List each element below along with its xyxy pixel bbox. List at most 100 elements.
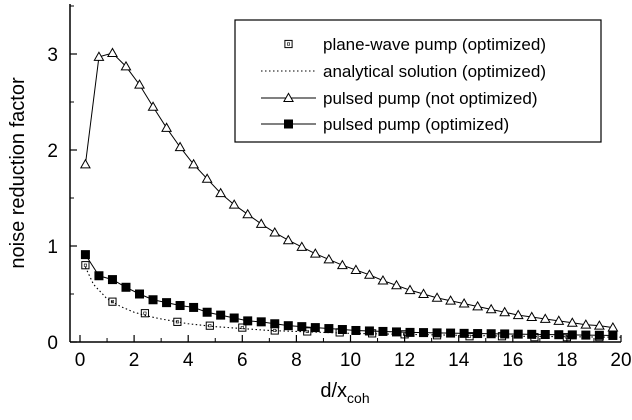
- legend-marker-1: [284, 39, 293, 49]
- y-tick-label: 2: [47, 141, 58, 162]
- x-tick-label: 10: [340, 350, 361, 371]
- series-3-point: [309, 248, 321, 258]
- series-1-point: [205, 321, 214, 330]
- series-4-point: [391, 327, 401, 337]
- series-3-point: [350, 264, 362, 274]
- x-tick-label: 16: [502, 350, 523, 371]
- series-4-point: [554, 330, 564, 340]
- series-3-point: [255, 218, 267, 228]
- legend-label-3: pulsed pump (not optimized): [323, 89, 538, 108]
- series-3-line: [84, 52, 613, 329]
- series-4-point: [500, 329, 510, 339]
- legend-marker-4: [284, 119, 293, 129]
- series-1-point-inner: [110, 300, 114, 304]
- series-4-point: [107, 275, 117, 285]
- series-3-point: [458, 297, 470, 308]
- series-4-point: [94, 271, 104, 281]
- series-3-point: [580, 319, 592, 329]
- legend-label-2: analytical solution (optimized): [323, 62, 546, 81]
- series-3-point: [188, 158, 200, 169]
- series-3-point: [93, 51, 105, 61]
- legend-marker-3: [283, 92, 294, 102]
- series-3-point: [323, 253, 335, 264]
- series-1-point: [140, 309, 150, 318]
- series-3-point: [120, 60, 132, 71]
- series-4-point: [135, 289, 145, 299]
- series-3-point: [472, 300, 484, 311]
- legend-label-4: pulsed pump (optimized): [323, 115, 509, 134]
- series-4-point: [446, 328, 456, 338]
- series-3-point: [336, 259, 348, 270]
- x-tick-label: 12: [394, 350, 415, 371]
- series-4-point: [243, 316, 253, 326]
- legend: plane-wave pump (optimized) analytical so…: [234, 19, 602, 143]
- series-4-point: [351, 325, 361, 335]
- series-1-point-inner: [83, 263, 87, 267]
- y-tick-label: 0: [47, 333, 58, 354]
- series-4-point: [419, 328, 429, 338]
- series-4-point: [80, 250, 90, 260]
- series-4-point: [378, 326, 388, 336]
- x-tick-label: 4: [183, 350, 194, 371]
- series-3-point: [282, 234, 294, 245]
- legend-label-1: plane-wave pump (optimized): [323, 35, 546, 54]
- series-1-point: [238, 323, 247, 332]
- series-4-point: [189, 302, 199, 312]
- series-3-point: [174, 141, 186, 152]
- series-3: [79, 47, 619, 332]
- x-axis-label-main: d/x: [320, 380, 347, 402]
- series-4-point: [364, 326, 374, 336]
- series-4-point: [405, 327, 415, 337]
- series-4-point: [175, 301, 185, 311]
- y-tick-label: 3: [47, 45, 58, 66]
- series-3-point: [404, 284, 416, 295]
- series-4-point: [202, 307, 212, 317]
- x-tick-label: 14: [448, 350, 470, 371]
- series-3-point: [147, 101, 159, 111]
- series-1-point-inner: [143, 311, 147, 315]
- series-3-point: [377, 274, 389, 285]
- series-4-point: [432, 328, 442, 338]
- series-1-point: [81, 261, 90, 270]
- x-tick-label: 18: [556, 350, 577, 371]
- series-3-point: [106, 47, 118, 57]
- series-4-point: [216, 310, 226, 320]
- y-axis-label: noise reduction factor: [7, 77, 29, 269]
- series-3-point: [79, 158, 91, 169]
- series-3-point: [269, 226, 281, 237]
- series-3-point: [363, 269, 375, 279]
- series-3-point: [391, 279, 402, 290]
- series-3-point: [566, 317, 578, 327]
- series-3-point: [512, 309, 524, 320]
- series-3-point: [431, 292, 443, 302]
- series-4-point: [162, 298, 172, 308]
- series-3-point: [296, 241, 308, 251]
- series-4-point: [513, 329, 523, 339]
- legend-box: [234, 19, 602, 143]
- series-1-point-inner: [240, 326, 244, 330]
- series-3-point: [215, 187, 227, 198]
- series-3-point: [161, 122, 173, 132]
- x-tick-label: 20: [610, 350, 631, 371]
- series-4-point: [148, 295, 158, 305]
- series-3-point: [201, 173, 213, 183]
- series-3-point: [418, 288, 429, 298]
- series-3-point: [485, 303, 497, 314]
- series-3-point: [134, 79, 145, 89]
- x-tick-label: 2: [129, 350, 140, 371]
- series-4-point: [473, 329, 483, 339]
- series-4-point: [486, 329, 496, 339]
- series-4-point: [229, 313, 239, 323]
- series-4-point: [324, 324, 334, 334]
- series-4-point: [270, 319, 280, 329]
- series-4-line: [84, 254, 613, 336]
- series-4-point: [297, 322, 307, 332]
- series-4-point: [121, 282, 131, 292]
- series-4-point: [581, 330, 591, 340]
- x-axis-label: d/xcoh: [320, 380, 369, 406]
- series-4-point: [540, 330, 550, 340]
- series-3-point: [593, 320, 605, 330]
- x-axis-label-subscript: coh: [347, 390, 370, 406]
- series-4-point: [256, 317, 266, 327]
